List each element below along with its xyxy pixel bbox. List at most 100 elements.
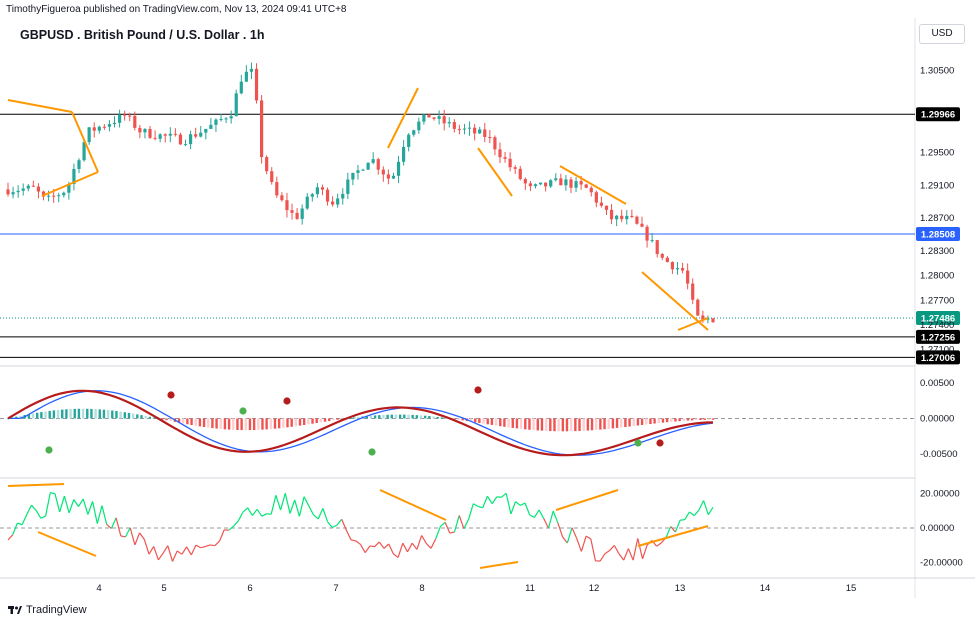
- candle-body: [604, 205, 609, 210]
- candle-body: [442, 116, 446, 124]
- oscillator-segment: [468, 503, 474, 520]
- histogram-bar: [27, 414, 31, 419]
- trend-line: [41, 171, 99, 197]
- currency-button[interactable]: USD: [919, 24, 965, 44]
- oscillator-segment: [374, 541, 380, 548]
- oscillator-segment: [218, 529, 225, 542]
- histogram-bar: [311, 418, 314, 424]
- candle-body: [107, 124, 112, 127]
- oscillator-segment: [491, 496, 498, 505]
- candle-body: [508, 158, 512, 168]
- oscillator-segment: [200, 545, 206, 549]
- oscillator-segment: [435, 526, 441, 540]
- oscillator-segment: [689, 511, 695, 517]
- oscillator-segment: [463, 519, 470, 529]
- candle-body: [625, 215, 629, 220]
- oscillator-segment: [289, 499, 296, 514]
- oscillator-segment: [359, 544, 366, 553]
- candle-body: [285, 200, 289, 211]
- oscillator-segment: [50, 492, 56, 495]
- histogram-bar: [519, 418, 523, 429]
- price-tag: [916, 350, 960, 365]
- oscillator-segment: [256, 508, 263, 517]
- histogram-bar: [690, 418, 694, 421]
- histogram-bar: [478, 418, 481, 423]
- brand-footer[interactable]: TradingView: [8, 604, 87, 616]
- histogram-bar: [532, 418, 535, 431]
- candle-body: [574, 181, 578, 188]
- histogram-bar: [194, 418, 197, 426]
- candle-body: [518, 168, 522, 180]
- candle-body: [178, 134, 183, 145]
- candle-body: [295, 212, 299, 219]
- candle-body: [188, 134, 193, 145]
- candle-body: [711, 318, 715, 323]
- histogram-bar: [411, 414, 414, 419]
- histogram-bar: [482, 418, 485, 424]
- oscillator-segment: [228, 525, 234, 531]
- candle-body: [194, 134, 198, 137]
- histogram-bar: [44, 411, 47, 419]
- histogram-bar: [620, 418, 623, 428]
- brand-label: TradingView: [26, 604, 87, 616]
- histogram-bar: [661, 418, 665, 423]
- candle-body: [615, 215, 619, 220]
- histogram-bar: [507, 418, 510, 428]
- histogram-bar: [61, 409, 64, 419]
- histogram-bar: [599, 418, 602, 430]
- histogram-bar: [244, 418, 247, 431]
- histogram-bar: [582, 418, 585, 431]
- oscillator-segment: [576, 538, 582, 552]
- candle-body: [559, 178, 563, 186]
- histogram-bar: [553, 418, 556, 432]
- oscillator-segment: [110, 517, 117, 529]
- candle-body: [660, 254, 664, 258]
- histogram-bar: [282, 418, 285, 428]
- oscillator-segment: [693, 509, 700, 516]
- candle-body: [478, 129, 482, 134]
- candle-body: [67, 183, 71, 193]
- candle-body: [36, 186, 41, 192]
- oscillator-segment: [674, 520, 681, 533]
- oscillator-segment: [449, 531, 455, 534]
- oscillator-segment: [171, 550, 178, 562]
- candle-body: [488, 136, 492, 138]
- trend-line: [677, 317, 709, 331]
- histogram-bar: [703, 418, 706, 420]
- candle-body: [650, 240, 654, 242]
- oscillator-segment: [124, 527, 131, 538]
- oscillator-segment: [303, 496, 310, 507]
- candle-body: [62, 192, 66, 196]
- candle-body: [402, 146, 406, 162]
- histogram-bar: [503, 418, 506, 427]
- histogram-bar: [528, 418, 531, 430]
- candle-body: [691, 283, 695, 300]
- histogram-bar: [624, 418, 627, 427]
- candle-body: [163, 134, 167, 136]
- time-tick-label: 12: [589, 583, 600, 594]
- oscillator-segment: [453, 515, 460, 533]
- histogram-bar: [586, 418, 590, 431]
- histogram-bar: [678, 418, 681, 422]
- candle-body: [209, 124, 213, 129]
- oscillator-segment: [87, 501, 94, 515]
- candle-body: [82, 142, 86, 161]
- candle-body: [31, 185, 35, 187]
- histogram-bar: [353, 417, 356, 419]
- candle-body: [366, 162, 370, 170]
- oscillator-tick-label: 20.00000: [920, 489, 960, 500]
- oscillator-segment: [580, 535, 587, 552]
- histogram-bar: [382, 414, 385, 419]
- divergence-line: [379, 489, 447, 521]
- oscillator-segment: [703, 500, 709, 515]
- oscillator-segment: [26, 504, 33, 515]
- candle-body: [665, 257, 669, 263]
- trend-line: [477, 147, 513, 197]
- trend-line: [387, 87, 419, 149]
- oscillator-segment: [322, 508, 329, 523]
- symbol-title: GBPUSD . British Pound / U.S. Dollar . 1…: [20, 28, 265, 42]
- histogram-bar: [198, 418, 202, 427]
- histogram-bar: [457, 418, 460, 420]
- oscillator-segment: [473, 503, 479, 507]
